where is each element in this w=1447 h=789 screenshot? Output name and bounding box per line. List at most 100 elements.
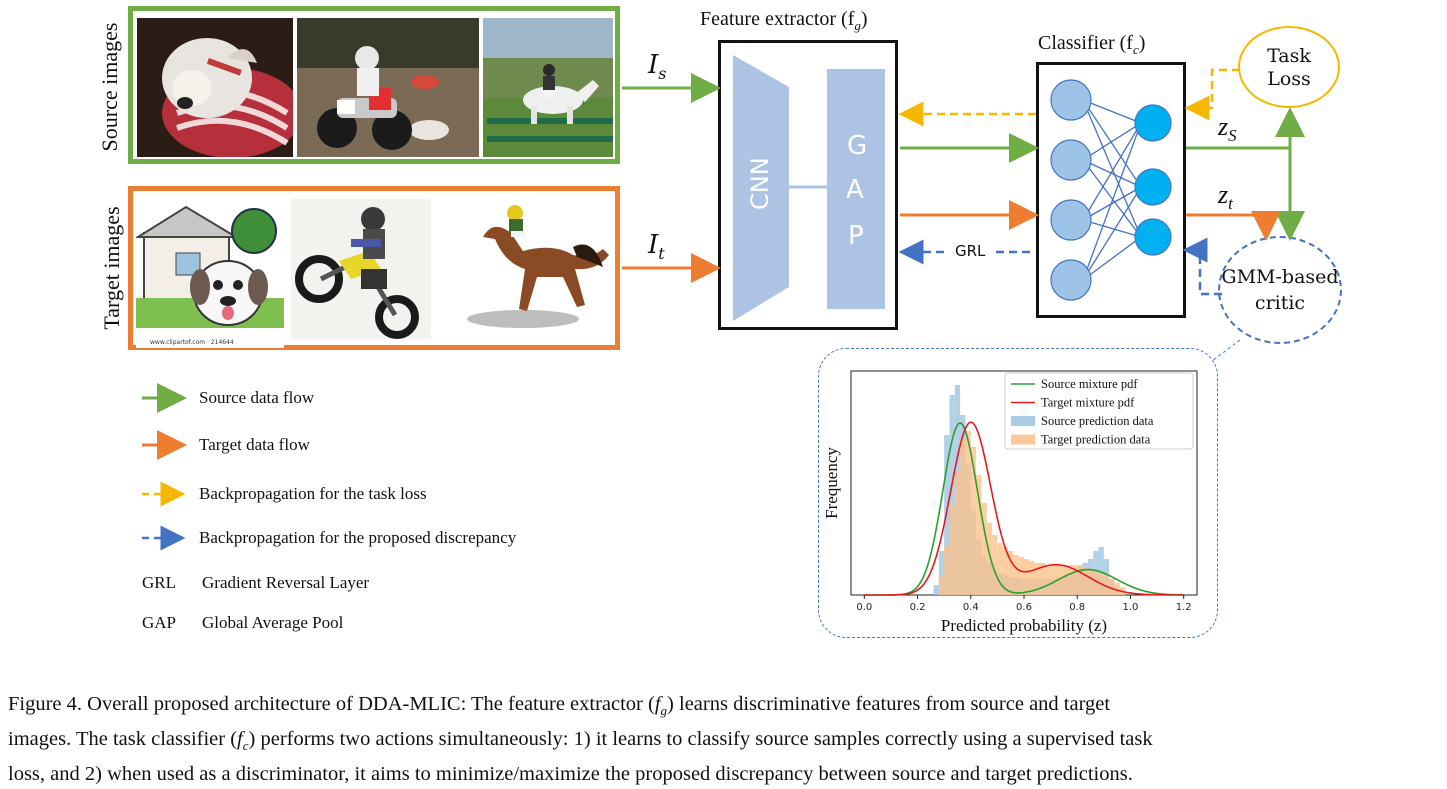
- target-hist-bar: [1002, 547, 1009, 595]
- target-hist-bar: [1082, 567, 1088, 595]
- it-label: It: [648, 230, 665, 264]
- x-tick-label: 1.2: [1176, 602, 1192, 613]
- source-hist-bar: [949, 395, 955, 595]
- target-hist-bar: [1050, 565, 1056, 595]
- x-tick-label: 0.0: [856, 602, 872, 613]
- x-tick-label: 0.4: [963, 602, 979, 613]
- legend-grl-text: Gradient Reversal Layer: [202, 573, 370, 592]
- target-hist-bar: [1045, 565, 1051, 595]
- target-hist-bar: [1008, 551, 1014, 595]
- caption-line-1: Figure 4. Overall proposed architecture …: [8, 693, 1111, 719]
- x-tick-label: 1.0: [1123, 602, 1139, 613]
- caption-line-2: images. The task classifier (fc) perform…: [8, 728, 1153, 754]
- legend-source-text: Source data flow: [199, 388, 315, 407]
- legend-disc-bp-text: Backpropagation for the proposed discrep…: [199, 528, 517, 547]
- source-image-horse: [483, 18, 613, 157]
- legend-gap-abbr: GAP: [142, 613, 177, 632]
- gap-letter-g: G: [847, 131, 868, 161]
- feature-extractor-title: Feature extractor (fg): [700, 8, 868, 33]
- source-hist-bar: [933, 585, 939, 595]
- task-loss-node: Task Loss: [1238, 26, 1340, 108]
- target-hist-bar: [944, 545, 950, 595]
- zs-label: zS: [1218, 112, 1237, 146]
- y-axis-label: Frequency: [822, 447, 841, 519]
- input-node-2: [1050, 139, 1092, 181]
- target-hist-bar: [1039, 563, 1046, 595]
- source-hist-bar: [1098, 547, 1104, 595]
- target-hist-bar: [1071, 565, 1078, 595]
- target-hist-bar: [1024, 559, 1030, 595]
- input-node-1: [1050, 79, 1092, 121]
- input-node-4: [1050, 259, 1092, 301]
- target-hist-bar: [997, 543, 1003, 595]
- watermark-text: www.clipartof.com · 214644: [150, 339, 234, 346]
- gap-letter-p: P: [848, 221, 864, 251]
- legend-grl-abbr: GRL: [142, 573, 176, 592]
- chart-svg: 0.0 0.2 0.4 0.6 0.8 1.0 1.2 Predicted probabili…: [822, 370, 1198, 635]
- x-tick-label: 0.2: [910, 602, 926, 613]
- legend-entry: Target mixture pdf: [1041, 396, 1135, 410]
- cnn-trapezoid: [733, 55, 789, 321]
- x-tick-label: 0.8: [1069, 602, 1085, 613]
- classifier-block: [1036, 62, 1186, 318]
- gap-rect: [827, 69, 885, 309]
- target-hist-bar: [1018, 557, 1024, 595]
- target-hist-bar: [986, 523, 993, 595]
- x-axis-label: Predicted probability (z): [941, 616, 1107, 635]
- legend-task-bp-text: Backpropagation for the task loss: [199, 484, 427, 503]
- target-hist-bar: [976, 475, 982, 595]
- target-hist-bar: [1013, 555, 1019, 595]
- classifier-network: [1050, 79, 1172, 301]
- target-hist-bar: [1066, 565, 1072, 595]
- source-image-dog: [137, 18, 293, 157]
- source-image-motorbike: [297, 18, 479, 157]
- target-hist-bar: [1103, 575, 1110, 595]
- x-tick-label: 0.6: [1016, 602, 1032, 613]
- legend-gap-text: Global Average Pool: [202, 613, 344, 632]
- target-image-horse: [453, 197, 613, 337]
- task-loss-bp-arrow: [1184, 68, 1240, 121]
- output-node-3: [1134, 218, 1172, 256]
- target-hist-bar: [1087, 569, 1094, 595]
- target-images-panel: www.clipartof.com · 214644: [128, 186, 620, 350]
- chart-panel: 0.0 0.2 0.4 0.6 0.8 1.0 1.2 Predicted probabili…: [818, 348, 1218, 638]
- grl-label: GRL: [955, 242, 986, 260]
- legend-swatch: [1011, 434, 1035, 445]
- classifier-title: Classifier (fc): [1038, 32, 1146, 57]
- target-hist-bar: [965, 431, 971, 595]
- target-hist-bar: [1034, 563, 1040, 595]
- output-node-2: [1134, 168, 1172, 206]
- legend-target-text: Target data flow: [199, 435, 310, 454]
- gap-letter-a: A: [846, 175, 864, 205]
- feature-extractor-block: CNN G A P: [718, 40, 898, 330]
- target-hist-bar: [1029, 561, 1035, 595]
- target-hist-bar: [1093, 571, 1099, 595]
- target-hist-bar: [970, 447, 977, 595]
- critic-bp-arrow: [1182, 237, 1222, 296]
- source-images-panel: [128, 6, 620, 164]
- output-node-1: [1134, 104, 1172, 142]
- zt-label: zt: [1218, 180, 1233, 214]
- target-hist-bar: [960, 439, 966, 595]
- target-hist-bar: [1109, 579, 1115, 595]
- figure-caption: Figure 4. Overall proposed architecture …: [8, 690, 1440, 789]
- target-pdf-line: [864, 421, 1184, 596]
- legend-box: [1004, 372, 1194, 450]
- is-label: Is: [648, 50, 667, 84]
- target-image-motorbike: [291, 199, 431, 339]
- target-hist-bar: [992, 535, 998, 595]
- input-node-3: [1050, 199, 1092, 241]
- legend-entry: Target prediction data: [1041, 433, 1151, 447]
- target-hist-bar: [938, 575, 945, 595]
- target-hist-bar: [954, 471, 961, 595]
- legend-entry: Source prediction data: [1041, 414, 1154, 428]
- target-hist-bar: [1077, 565, 1083, 595]
- target-hist-bar: [1114, 583, 1120, 595]
- legend-swatch: [1011, 416, 1035, 426]
- target-image-cartoon-dog: www.clipartof.com · 214644: [136, 203, 284, 348]
- source-hist-bar: [938, 551, 945, 595]
- target-hist-bar: [981, 503, 987, 595]
- source-pdf-line: [864, 422, 1184, 596]
- legend-entry: Source mixture pdf: [1041, 377, 1138, 391]
- target-hist-bar: [1061, 565, 1067, 595]
